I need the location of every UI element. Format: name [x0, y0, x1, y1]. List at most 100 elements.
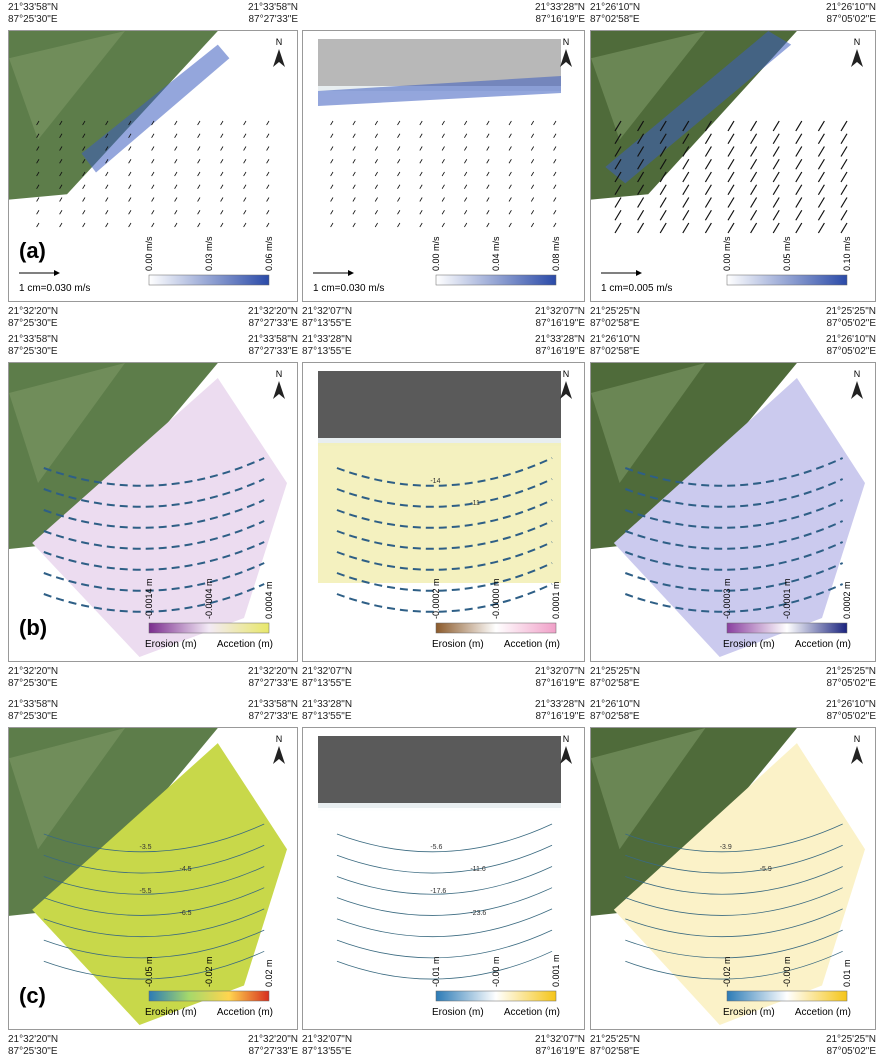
contour-label: -3.9 — [720, 844, 732, 851]
vector-arrow — [841, 134, 847, 144]
vector-arrow — [267, 147, 269, 151]
coordinate-label: 21°33'28"N87°16'19"E — [535, 2, 585, 26]
map: N-0.0003 m-0.0001 m0.0002 mErosion (m)Ac… — [591, 363, 875, 661]
erosion-label: Erosion (m) — [723, 1007, 775, 1018]
vector-arrow — [221, 159, 223, 163]
vector-arrow — [818, 210, 824, 220]
coordinate-label: 21°25'25"N87°02'58"E — [590, 306, 640, 330]
vector-arrow — [60, 223, 62, 227]
vector-arrow — [60, 210, 62, 214]
coordinate-label: 21°32'20"N87°27'33"E — [248, 306, 298, 330]
vector-arrow — [175, 159, 177, 163]
vector-arrow — [129, 223, 131, 227]
colorbar-tick-label: -0.0001 m — [782, 578, 792, 619]
coordinate-label: 21°26'10"N87°02'58"E — [590, 2, 640, 26]
vector-arrow — [398, 223, 400, 227]
longitude: 87°27'33"E — [248, 678, 298, 690]
latitude: 21°25'25"N — [826, 1034, 876, 1046]
north-arrow — [560, 49, 572, 67]
latitude: 21°33'28"N — [302, 699, 352, 711]
longitude: 87°25'30"E — [8, 1046, 58, 1057]
erosion-label: Erosion (m) — [432, 639, 484, 650]
longitude: 87°16'19"E — [535, 1046, 585, 1057]
vector-arrow — [773, 210, 779, 220]
longitude: 87°16'19"E — [535, 318, 585, 330]
water — [318, 808, 561, 951]
longitude: 87°13'55"E — [302, 346, 352, 358]
vector-arrow — [796, 159, 802, 169]
map-panel: -5.6-11.6-17.6-23.6N-0.01 m-0.00 m0.001 … — [302, 727, 585, 1030]
vector-arrow — [60, 198, 62, 202]
coordinate-label: 21°32'20"N87°27'33"E — [248, 1034, 298, 1057]
vector-arrow — [267, 198, 269, 202]
latitude: 21°26'10"N — [590, 334, 640, 346]
colorbar-tick-label: -0.00 m — [491, 956, 501, 987]
vector-arrow — [796, 172, 802, 182]
colorbar-tick-label: 0.00 m/s — [144, 236, 154, 271]
contour-label: -5.6 — [430, 844, 442, 851]
contour-line — [337, 584, 552, 612]
vector-arrow — [198, 134, 200, 138]
longitude: 87°27'33"E — [248, 1046, 298, 1057]
coordinate-label: 21°33'58"N87°27'33"E — [248, 2, 298, 26]
colorbar-tick-label: -0.01 m — [431, 956, 441, 987]
colorbar-tick-label: -0.0003 m — [722, 578, 732, 619]
erosion-label: Erosion (m) — [432, 1007, 484, 1018]
coordinate-label: 21°33'28"N87°13'55"E — [302, 699, 352, 723]
north-label: N — [563, 37, 570, 47]
vector-arrow — [683, 172, 689, 182]
north-label: N — [563, 369, 570, 379]
vector-arrow — [796, 121, 802, 131]
vector-arrow — [267, 172, 269, 176]
vector-arrow — [818, 159, 824, 169]
coordinate-label: 21°32'20"N87°25'30"E — [8, 306, 58, 330]
vector-arrow — [83, 223, 85, 227]
latitude: 21°26'10"N — [826, 699, 876, 711]
scale-arrowhead — [636, 270, 642, 276]
contour-label: -11 — [470, 500, 480, 507]
map: 1 cm=0.005 m/sN0.00 m/s0.05 m/s0.10 m/s — [591, 31, 875, 301]
coordinate-label: 21°33'28"N87°16'19"E — [535, 334, 585, 358]
vector-arrow — [129, 159, 131, 163]
colorbar-tick-label: -0.0000 m — [491, 578, 501, 619]
colorbar-tick-label: 0.06 m/s — [264, 236, 274, 271]
panel-letter: (a) — [19, 238, 46, 263]
vector-arrow — [796, 147, 802, 157]
vector-arrow — [728, 147, 734, 157]
longitude: 87°13'55"E — [302, 1046, 352, 1057]
accretion-label: Accetion (m) — [504, 1007, 560, 1018]
longitude: 87°02'58"E — [590, 318, 640, 330]
vector-arrow — [267, 159, 269, 163]
colorbar — [149, 991, 269, 1001]
vector-arrow — [37, 223, 39, 227]
vector-arrow — [818, 121, 824, 131]
figure: 21°33'58"N87°25'30"E 21°33'58"N87°27'33"E… — [0, 0, 877, 1057]
scale-arrowhead — [348, 270, 354, 276]
latitude: 21°26'10"N — [826, 2, 876, 14]
longitude: 87°27'33"E — [248, 711, 298, 723]
vector-arrow — [660, 223, 666, 233]
vector-arrow — [638, 198, 644, 208]
vector-arrow — [244, 159, 246, 163]
vector-arrow — [751, 147, 757, 157]
north-arrow — [560, 746, 572, 764]
vector-arrow — [841, 147, 847, 157]
vector-arrow — [106, 198, 108, 202]
colorbar-tick-label: 0.01 m — [842, 959, 852, 987]
vector-arrow — [818, 147, 824, 157]
longitude: 87°25'30"E — [8, 318, 58, 330]
vector-arrow — [221, 185, 223, 189]
coordinate-label: 21°32'20"N87°25'30"E — [8, 1034, 58, 1057]
colorbar-tick-label: 0.08 m/s — [551, 236, 561, 271]
vector-arrow — [841, 210, 847, 220]
vector-arrow — [152, 185, 154, 189]
vector-arrow — [773, 198, 779, 208]
vector-arrow — [175, 185, 177, 189]
vector-arrow — [244, 223, 246, 227]
vector-arrow — [773, 147, 779, 157]
colorbar-tick-label: 0.0004 m — [264, 581, 274, 619]
coordinate-label: 21°33'58"N87°25'30"E — [8, 334, 58, 358]
longitude: 87°02'58"E — [590, 1046, 640, 1057]
vector-arrow — [106, 172, 108, 176]
